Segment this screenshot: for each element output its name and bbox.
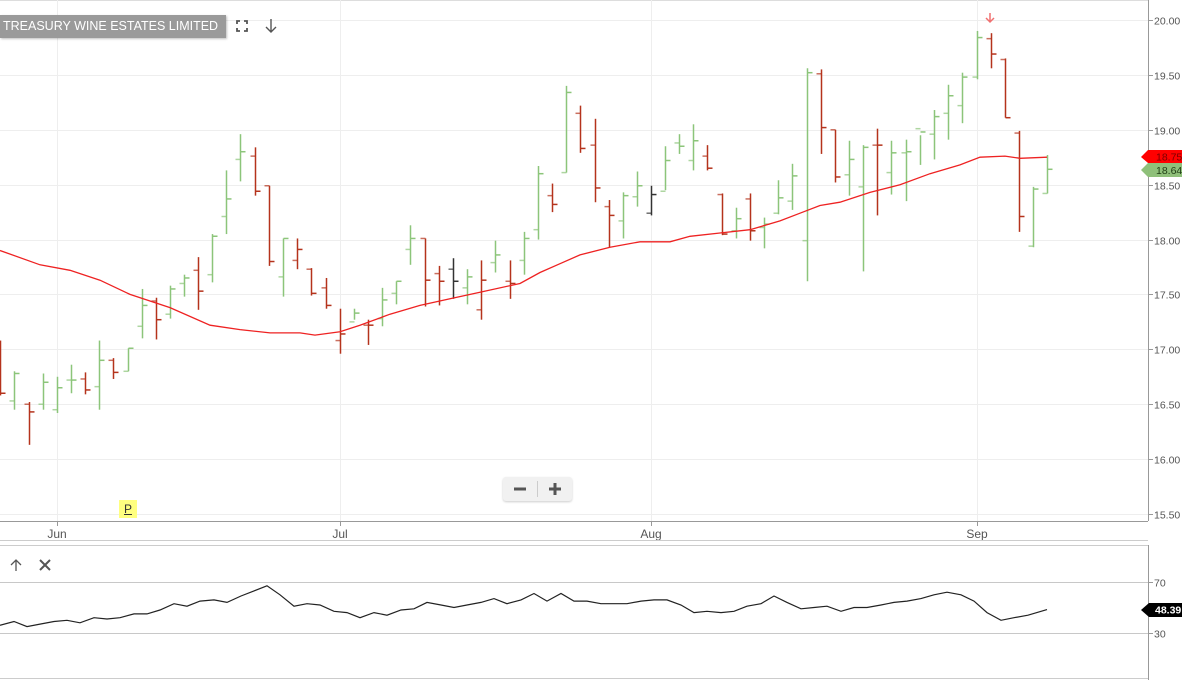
indicator-tick-label: 30 bbox=[1154, 629, 1166, 641]
price-tick-label: 17.50 bbox=[1154, 290, 1180, 302]
svg-text:18.75: 18.75 bbox=[1156, 152, 1182, 164]
price-tick-label: 16.00 bbox=[1154, 455, 1180, 467]
zoom-out-button[interactable] bbox=[503, 477, 537, 501]
price-grid bbox=[0, 0, 1148, 521]
minus-icon bbox=[514, 487, 526, 491]
indicator-value-label: 48.39 bbox=[1141, 603, 1182, 617]
time-tick-label: Jul bbox=[332, 527, 347, 541]
chart-title: TREASURY WINE ESTATES LIMITED bbox=[0, 15, 227, 38]
download-arrow-icon[interactable] bbox=[261, 16, 281, 36]
sell-signal-arrow-icon bbox=[985, 13, 995, 24]
zoom-in-button[interactable] bbox=[538, 477, 572, 501]
time-tick-label: Jun bbox=[47, 527, 66, 541]
indicator-tick-label: 70 bbox=[1154, 578, 1166, 590]
zoom-controls bbox=[503, 477, 572, 501]
moving-average-line bbox=[0, 155, 1048, 336]
price-axis: 20.00 19.50 19.00 18.50 18.00 17.50 17.00 16.50… bbox=[1148, 0, 1180, 522]
price-tick-label: 18.00 bbox=[1154, 236, 1180, 248]
price-tick-label: 19.50 bbox=[1154, 71, 1180, 83]
fullscreen-icon[interactable] bbox=[232, 16, 252, 36]
price-tick-label: 19.00 bbox=[1154, 126, 1180, 138]
move-up-icon[interactable] bbox=[8, 556, 24, 574]
indicator-grid: 70 30 bbox=[0, 545, 1166, 680]
price-tick-label: 18.50 bbox=[1154, 181, 1180, 193]
price-tick-label: 17.00 bbox=[1154, 345, 1180, 357]
zoom-divider bbox=[537, 481, 538, 497]
svg-text:48.39: 48.39 bbox=[1155, 605, 1181, 617]
price-tick-label: 20.00 bbox=[1154, 16, 1180, 28]
last-price-label: 18.64 bbox=[1141, 163, 1182, 177]
ma-value-label: 18.75 bbox=[1141, 150, 1182, 164]
price-chart[interactable]: 20.00 19.50 19.00 18.50 18.00 17.50 17.00 16.50… bbox=[0, 0, 1198, 545]
event-marker-p[interactable]: P bbox=[119, 500, 137, 518]
svg-text:18.64: 18.64 bbox=[1156, 165, 1182, 177]
indicator-chart[interactable]: 70 30 48.39 bbox=[0, 545, 1198, 680]
ohlc-bars bbox=[0, 30, 1053, 445]
plus-icon bbox=[549, 483, 561, 495]
time-axis: Jun Jul Aug Sep bbox=[0, 521, 1148, 541]
price-tick-label: 16.50 bbox=[1154, 400, 1180, 412]
close-icon[interactable] bbox=[37, 556, 53, 574]
time-tick-label: Aug bbox=[640, 527, 661, 541]
indicator-line bbox=[0, 585, 1048, 628]
time-tick-label: Sep bbox=[966, 527, 988, 541]
price-tick-label: 15.50 bbox=[1154, 510, 1180, 522]
